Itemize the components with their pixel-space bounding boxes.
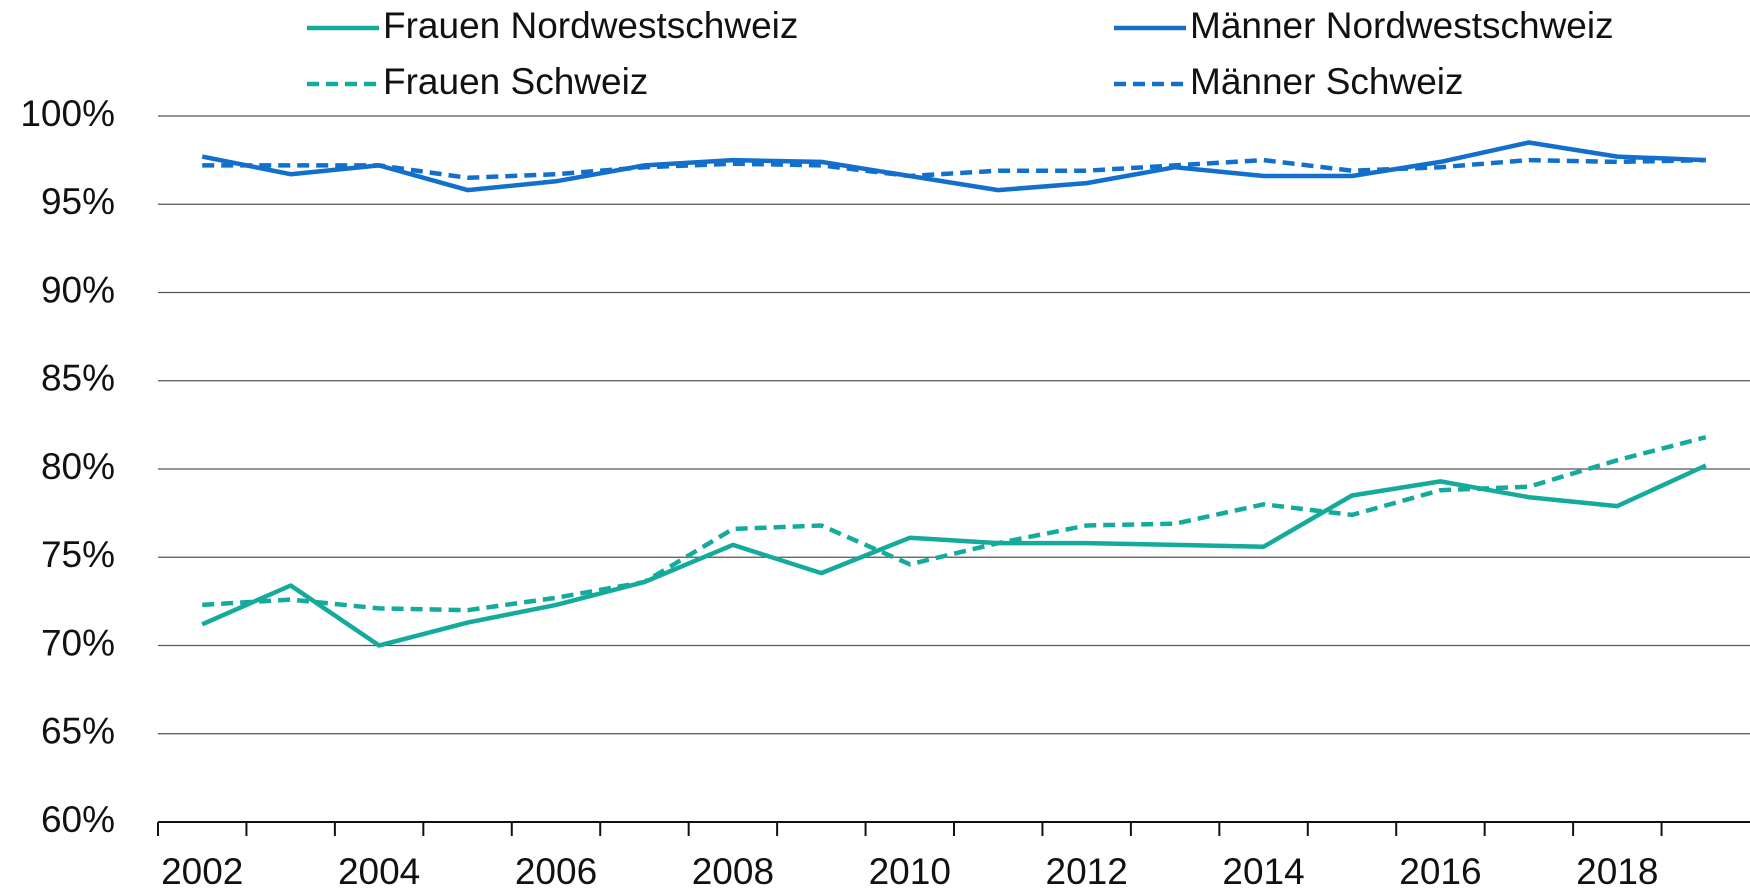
x-tick-label: 2008	[692, 851, 774, 892]
series-line	[201, 140, 1706, 193]
y-tick-label: 65%	[41, 711, 115, 752]
x-tick-label: 2016	[1399, 851, 1481, 892]
x-tick-label: 2014	[1222, 851, 1304, 892]
y-tick-label: 70%	[41, 622, 115, 663]
series-line	[201, 463, 1707, 648]
x-tick-label: 2004	[338, 851, 420, 892]
y-tick-label: 95%	[41, 181, 115, 222]
y-tick-label: 80%	[41, 446, 115, 487]
y-tick-label: 90%	[41, 269, 115, 310]
y-tick-label: 85%	[41, 358, 115, 399]
series-line	[202, 435, 1707, 613]
x-tick-label: 2012	[1046, 851, 1128, 892]
x-tick-label: 2018	[1576, 851, 1658, 892]
x-tick-label: 2010	[869, 851, 951, 892]
x-tick-label: 2006	[515, 851, 597, 892]
y-tick-label: 60%	[41, 799, 115, 840]
x-tick-label: 2002	[161, 851, 243, 892]
legend-label: Frauen Schweiz	[383, 61, 648, 102]
y-tick-label: 100%	[20, 93, 115, 134]
legend-label: Frauen Nordwestschweiz	[383, 5, 798, 46]
y-tick-label: 75%	[41, 534, 115, 575]
legend-label: Männer Schweiz	[1190, 61, 1464, 102]
legend-label: Männer Nordwestschweiz	[1190, 5, 1614, 46]
series-line	[202, 157, 1706, 181]
